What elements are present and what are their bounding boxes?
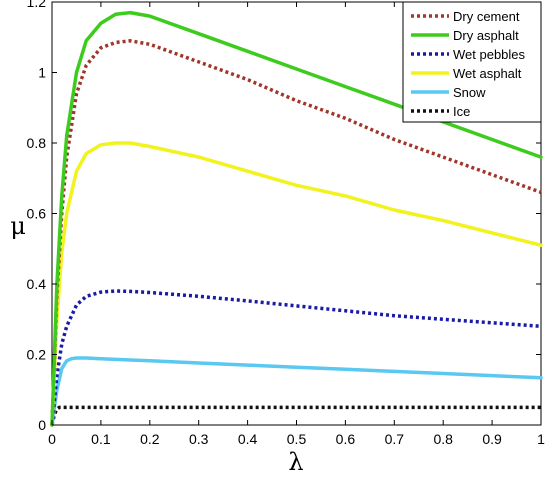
- x-tick-label: 0.8: [433, 431, 453, 447]
- x-tick-label: 0.3: [189, 431, 209, 447]
- legend-label: Snow: [453, 85, 486, 100]
- x-tick-label: 0.6: [336, 431, 356, 447]
- x-tick-label: 0.9: [482, 431, 502, 447]
- legend-label: Wet asphalt: [453, 66, 522, 81]
- x-axis-ticks: 0 0.1 0.2 0.3 0.4 0.5 0.6 0.7 0.8 0.9 1: [48, 2, 545, 447]
- x-tick-label: 0.4: [238, 431, 258, 447]
- y-axis-ticks: 0 0.2 0.4 0.6 0.8 1 1.2: [27, 0, 541, 433]
- series-line-dry-asphalt: [50, 10, 543, 427]
- legend-label: Dry cement: [453, 9, 520, 24]
- legend-label: Ice: [453, 104, 470, 119]
- y-tick-label: 0.2: [27, 347, 47, 363]
- x-tick-label: 0.1: [91, 431, 111, 447]
- y-axis-label: μ: [10, 212, 26, 240]
- series-line-wet-pebbles: [50, 289, 542, 426]
- y-tick-label: 0: [38, 417, 46, 433]
- x-tick-label: 0.7: [385, 431, 405, 447]
- x-tick-label: 1: [537, 431, 545, 447]
- series-layer: [50, 10, 543, 427]
- y-tick-label: 0.6: [27, 206, 47, 222]
- x-axis-label: λ: [288, 448, 303, 476]
- series-line-snow: [50, 356, 543, 427]
- legend-label: Dry asphalt: [453, 28, 519, 43]
- legend: Dry cement Dry asphalt Wet pebbles Wet asph…: [402, 1, 542, 123]
- y-tick-label: 0.8: [27, 135, 47, 151]
- x-tick-label: 0.2: [140, 431, 160, 447]
- y-tick-label: 1.2: [27, 0, 47, 10]
- y-tick-label: 1: [38, 65, 46, 81]
- legend-label: Wet pebbles: [453, 47, 526, 62]
- x-tick-label: 0.5: [287, 431, 307, 447]
- series-line-wet-asphalt: [50, 141, 543, 427]
- x-tick-label: 0: [48, 431, 56, 447]
- legend-box: [402, 1, 542, 123]
- y-tick-label: 0.4: [27, 276, 47, 292]
